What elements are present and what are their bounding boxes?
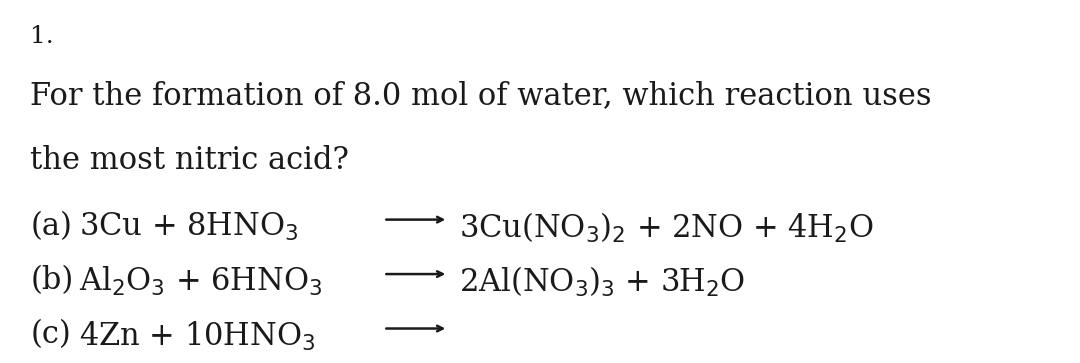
Text: 2Al(NO$_{3}$)$_{3}$ + 3H$_{2}$O: 2Al(NO$_{3}$)$_{3}$ + 3H$_{2}$O: [459, 265, 745, 299]
Text: (a): (a): [30, 211, 72, 241]
Text: Al$_{2}$O$_{3}$ + 6HNO$_{3}$: Al$_{2}$O$_{3}$ + 6HNO$_{3}$: [79, 265, 322, 298]
Text: 3Cu(NO$_{3}$)$_{2}$ + 2NO + 4H$_{2}$O: 3Cu(NO$_{3}$)$_{2}$ + 2NO + 4H$_{2}$O: [459, 211, 874, 245]
Text: 3Cu + 8HNO$_{3}$: 3Cu + 8HNO$_{3}$: [79, 211, 298, 242]
Text: 4Zn + 10HNO$_{3}$: 4Zn + 10HNO$_{3}$: [79, 319, 315, 352]
Text: 1.: 1.: [30, 25, 54, 48]
Text: the most nitric acid?: the most nitric acid?: [30, 145, 349, 176]
Text: For the formation of 8.0 mol of water, which reaction uses: For the formation of 8.0 mol of water, w…: [30, 80, 932, 111]
Text: (b): (b): [30, 265, 73, 296]
Text: (c): (c): [30, 319, 71, 350]
